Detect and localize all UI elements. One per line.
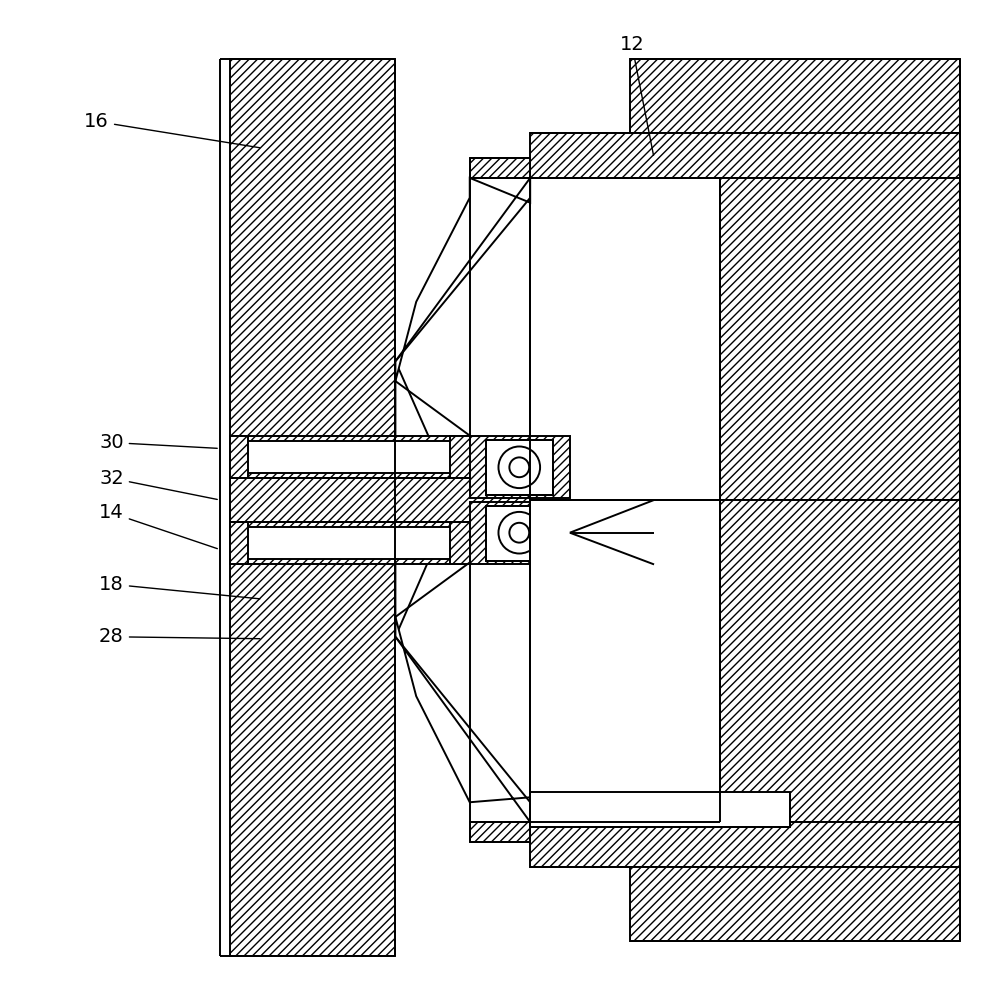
Bar (245, 441, 455, 473)
Bar (530, 822, 960, 867)
Bar (230, 478, 960, 522)
Text: 14: 14 (99, 503, 217, 549)
Bar (230, 522, 248, 564)
Bar (470, 822, 530, 842)
Polygon shape (395, 617, 530, 822)
Bar (230, 436, 248, 478)
Polygon shape (395, 361, 456, 498)
Text: 18: 18 (99, 575, 260, 599)
Bar (720, 178, 960, 500)
Polygon shape (395, 498, 456, 637)
Bar (486, 506, 553, 561)
Bar (630, 867, 960, 941)
Bar (720, 500, 960, 822)
Bar (470, 436, 570, 498)
Text: 28: 28 (99, 627, 260, 646)
Bar (470, 502, 570, 564)
Bar (486, 440, 553, 495)
Text: 30: 30 (99, 433, 217, 452)
Bar (245, 527, 455, 559)
Bar (230, 498, 395, 956)
Bar (486, 506, 553, 561)
Polygon shape (395, 178, 530, 381)
Bar (230, 522, 470, 564)
Bar (486, 440, 553, 495)
Bar (450, 522, 470, 564)
Bar (230, 436, 470, 478)
Bar (530, 133, 960, 178)
Bar (450, 436, 470, 478)
Text: 32: 32 (99, 469, 217, 499)
Bar (470, 158, 530, 178)
Bar (530, 178, 720, 500)
Bar (530, 500, 720, 822)
Bar (630, 59, 960, 133)
Text: 16: 16 (84, 112, 260, 148)
Text: 12: 12 (619, 35, 653, 155)
Bar (230, 59, 395, 498)
Bar (530, 792, 790, 827)
